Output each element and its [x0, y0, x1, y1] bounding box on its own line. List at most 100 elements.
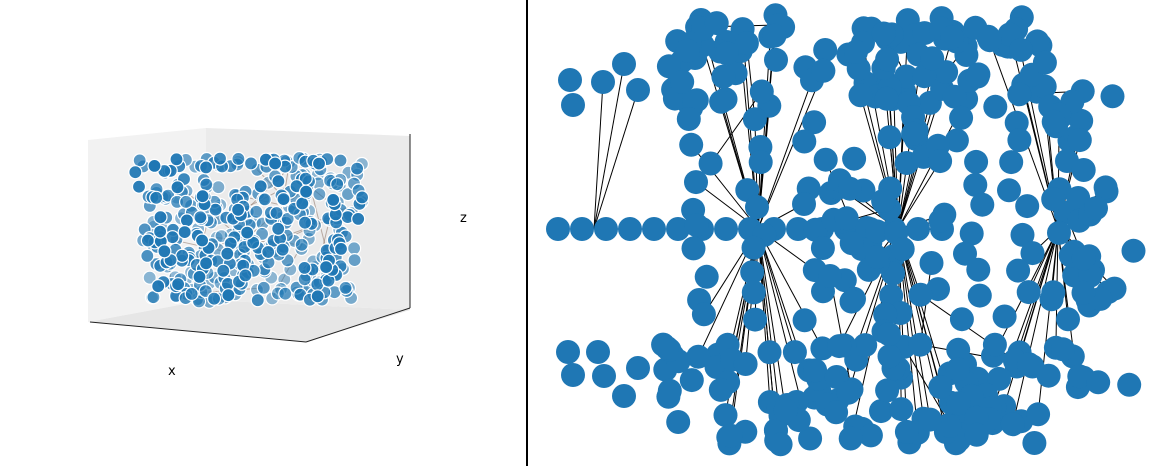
scatter-3d-plot: [88, 128, 411, 343]
graph-node: [1121, 238, 1146, 263]
graph-node: [977, 28, 1002, 53]
graph-node: [698, 151, 723, 176]
graph-node: [949, 307, 974, 332]
graph-node: [626, 356, 650, 380]
graph-node: [591, 70, 615, 94]
graph-node: [570, 217, 594, 241]
graph-node: [1039, 287, 1064, 312]
scatter-point-3d: [216, 263, 231, 278]
graph-node: [1036, 363, 1061, 388]
graph-node: [768, 432, 793, 457]
graph-node: [684, 213, 709, 237]
scatter-point-3d: [147, 158, 162, 173]
graph-node: [966, 257, 991, 282]
graph-node: [686, 344, 711, 369]
graph-node: [704, 11, 729, 36]
scatter-point-3d: [171, 277, 186, 292]
graph-node: [967, 283, 992, 308]
graph-node: [786, 217, 810, 241]
graph-node: [1032, 50, 1057, 75]
graph-edge: [1012, 228, 1059, 425]
graph-node: [679, 132, 704, 157]
graph-node: [1041, 187, 1066, 212]
graph-node: [782, 340, 807, 365]
scatter-point-3d: [165, 230, 180, 245]
graph-node: [558, 68, 582, 92]
right-panel-network-graph: [528, 0, 1160, 466]
graph-node: [942, 84, 967, 109]
graph-node: [894, 419, 919, 444]
graph-node: [1047, 220, 1071, 245]
graph-node: [1022, 431, 1047, 455]
graph-node: [612, 52, 636, 76]
graph-node: [743, 307, 768, 332]
graph-node: [1071, 280, 1096, 305]
graph-node: [1010, 222, 1035, 247]
scatter-point-3d: [199, 160, 214, 175]
scatter-point-3d: [257, 192, 272, 207]
scatter-point-3d: [250, 293, 265, 308]
graph-edge: [757, 228, 780, 408]
scatter-point-3d: [240, 225, 255, 240]
graph-node: [684, 170, 708, 195]
scatter-point-3d: [207, 291, 222, 306]
graph-node: [594, 217, 618, 241]
graph-node: [803, 217, 828, 242]
graph-node: [642, 217, 666, 241]
graph-node: [1084, 196, 1108, 221]
graph-node: [906, 217, 930, 241]
graph-node: [742, 107, 767, 132]
y-axis-label: y: [396, 352, 404, 367]
left-panel-3d-scatter: x y z: [0, 0, 526, 466]
graph-node: [711, 64, 736, 89]
scatter-point-3d: [231, 202, 246, 217]
graph-node: [877, 344, 902, 369]
graph-node: [741, 235, 766, 260]
graph-node: [992, 304, 1017, 329]
scatter-point-3d: [140, 248, 155, 263]
graph-node: [657, 378, 682, 403]
graph-node: [858, 423, 883, 448]
graph-node: [556, 340, 580, 364]
scatter-point-3d: [310, 289, 325, 304]
graph-node: [1007, 82, 1032, 107]
graph-node: [713, 403, 738, 428]
graph-node: [1016, 352, 1041, 377]
graph-node: [834, 206, 859, 231]
graph-node: [1016, 280, 1041, 305]
graph-node: [949, 105, 974, 130]
graph-node: [733, 352, 758, 376]
graph-node: [1071, 246, 1096, 271]
scatter-point-3d: [193, 210, 208, 225]
scatter-point-3d: [269, 205, 284, 221]
graph-node: [792, 192, 816, 216]
graph-node: [749, 79, 774, 104]
scatter-point-3d: [261, 244, 276, 260]
graph-node: [928, 208, 953, 233]
graph-node: [871, 21, 896, 46]
graph-node: [908, 282, 933, 307]
scatter-point-3d: [128, 165, 143, 180]
scatter-point-3d: [326, 192, 341, 207]
graph-node: [618, 217, 642, 241]
graph-edge: [593, 63, 625, 230]
graph-node: [656, 54, 681, 79]
graph-node: [708, 377, 733, 402]
scatter-point-3d: [299, 184, 314, 199]
scatter-point-3d: [278, 286, 293, 301]
graph-node: [1007, 128, 1032, 153]
graph-node: [1026, 402, 1051, 427]
graph-node: [1067, 364, 1092, 389]
graph-node: [1117, 372, 1142, 397]
scatter-point-3d: [268, 156, 283, 171]
scatter-point-3d: [355, 190, 370, 205]
scatter-point-3d: [350, 161, 365, 176]
scatter-point-3d: [347, 241, 362, 256]
graph-node: [1067, 128, 1092, 153]
y-axis-line: [305, 307, 411, 343]
scatter-point-3d: [311, 156, 327, 171]
graph-edge: [757, 228, 787, 411]
graph-node: [890, 237, 915, 261]
graph-node: [681, 236, 706, 261]
graph-node: [839, 231, 864, 256]
